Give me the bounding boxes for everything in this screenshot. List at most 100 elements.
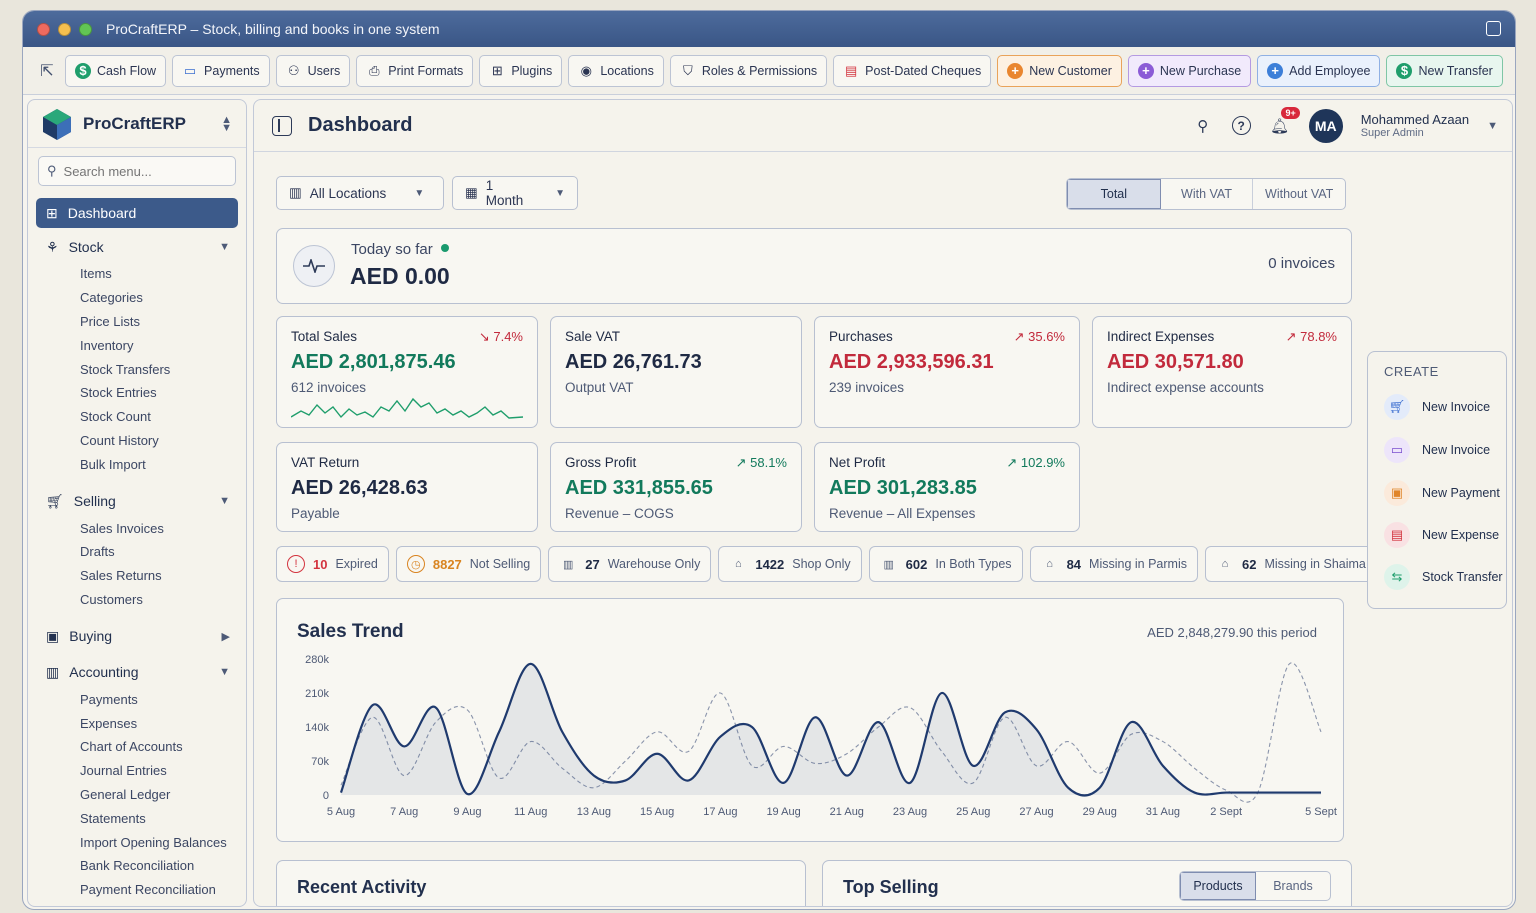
vat-mode-total[interactable]: Total [1067,179,1161,209]
user-info[interactable]: Mohammed Azaan Super Admin [1361,112,1469,139]
sidebar-subitem-stock-transfers[interactable]: Stock Transfers [80,361,171,377]
sidebar-toggle-icon[interactable] [272,115,292,136]
main-panel: Dashboard ⚲ ? 🔔︎ 9+ MA Mohammed Azaan Sup… [253,99,1513,907]
sidebar-nav: ⊞ Dashboard ⚘ Stock ▼ Items Categories Pric… [28,198,246,902]
card-value: AED 2,801,875.46 [291,351,456,373]
grid-icon: ⊞ [46,204,58,221]
sidebar-subitem-price-lists[interactable]: Price Lists [80,313,140,329]
card-label: VAT Return [291,455,360,470]
sidebar-subitem-import-opening-balances[interactable]: Import Opening Balances [80,834,227,850]
avatar[interactable]: MA [1308,108,1343,143]
card-sub: 612 invoices [291,380,367,395]
x-tick-label: 5 Aug [327,806,355,818]
toolbar-payments-button[interactable]: ▭ Payments [172,54,270,87]
sidebar-subitem-bulk-import[interactable]: Bulk Import [80,456,146,472]
purchases-card[interactable]: Purchases ↗ 35.6% AED 2,933,596.31 239 i… [814,316,1080,428]
create-new-payment-button[interactable]: ▣ New Payment [1384,480,1500,506]
maximize-window-button[interactable] [79,22,92,36]
chip-missing-shaima[interactable]: ⌂ 62 Missing in Shaima [1204,546,1377,582]
cart-icon: 🛒︎ [46,492,64,509]
create-new-invoice-2-button[interactable]: ▭ New Invoice [1384,437,1490,463]
toolbar-locations-button[interactable]: ◉ Locations [568,54,664,87]
sidebar-item-accounting[interactable]: ▥ Accounting ▼ [46,663,230,681]
top-selling-card: Top Selling Products Brands [822,860,1352,906]
sidebar-subitem-count-history[interactable]: Count History [80,432,159,448]
indirect-expenses-card[interactable]: Indirect Expenses ↗ 78.8% AED 30,571.80 … [1092,316,1352,428]
toolbar-new-customer-button[interactable]: + New Customer [997,54,1122,87]
today-card: Today so far AED 0.00 0 invoices [276,228,1352,304]
chevron-down-icon[interactable]: ▼ [1487,119,1498,132]
sidebar-subitem-general-ledger[interactable]: General Ledger [80,786,171,802]
location-select[interactable]: ▥ All Locations ▼ [276,176,444,210]
dollar-icon: $ [75,62,91,79]
sidebar-subitem-chart-of-accounts[interactable]: Chart of Accounts [80,739,183,755]
chip-warehouse-only[interactable]: ▥ 27 Warehouse Only [548,546,712,582]
sidebar-subitem-payment-reconciliation[interactable]: Payment Reconciliation [80,882,216,898]
chip-missing-parmis[interactable]: ⌂ 84 Missing in Parmis [1029,546,1198,582]
tab-brands[interactable]: Brands [1273,879,1313,893]
x-tick-label: 9 Aug [453,806,481,818]
chip-not-selling[interactable]: ◷ 8827 Not Selling [395,546,542,582]
create-stock-transfer-button[interactable]: ⇆ Stock Transfer [1384,564,1503,590]
chevron-down-icon: ▼ [219,666,230,679]
card-sub: Payable [291,506,340,521]
sidebar-subitem-stock-entries[interactable]: Stock Entries [80,385,157,401]
gross-profit-card[interactable]: Gross Profit ↗ 58.1% AED 331,855.65 Reve… [550,442,802,532]
chip-shop-only[interactable]: ⌂ 1422 Shop Only [718,546,862,582]
toolbar-new-transfer-button[interactable]: $ New Transfer [1386,54,1503,87]
card-value: AED 26,428.63 [291,477,428,499]
period-select[interactable]: ▦ 1 Month ▼ [452,176,578,210]
toolbar-cash-flow-button[interactable]: $ Cash Flow [65,54,167,87]
bell-icon[interactable]: 🔔︎ 9+ [1269,106,1300,137]
sidebar-subitem-items[interactable]: Items [80,266,112,282]
sidebar-subitem-categories[interactable]: Categories [80,290,143,306]
restore-icon[interactable] [1486,21,1501,36]
sidebar-subitem-payments[interactable]: Payments [80,691,138,707]
search-icon[interactable]: ⚲ [1197,117,1209,135]
sidebar-subitem-bank-reconciliation[interactable]: Bank Reconciliation [80,858,195,874]
toolbar-new-purchase-button[interactable]: + New Purchase [1127,54,1252,87]
tab-products[interactable]: Products [1180,872,1256,900]
vat-mode-without-vat[interactable]: Without VAT [1265,187,1334,201]
sidebar-subitem-sales-returns[interactable]: Sales Returns [80,568,162,584]
recent-activity-card: Recent Activity [276,860,806,906]
brand-switcher[interactable]: ProCraftERP ▲ ▼ [28,100,246,148]
sidebar-subitem-statements[interactable]: Statements [80,810,146,826]
help-icon[interactable]: ? [1231,116,1251,135]
sidebar-item-dashboard[interactable]: ⊞ Dashboard [36,198,238,228]
chip-expired[interactable]: ! 10 Expired [276,546,389,582]
create-new-invoice-button[interactable]: 🛒︎ New Invoice [1384,394,1490,420]
total-sales-card[interactable]: Total Sales ↘ 7.4% AED 2,801,875.46 612 … [276,316,538,428]
sidebar-item-stock[interactable]: ⚘ Stock ▼ [46,238,230,256]
back-arrow-icon[interactable]: ⇱ [40,62,54,80]
clock-icon: ◷ [406,555,425,573]
toolbar-cheques-button[interactable]: ▤ Post-Dated Cheques [833,54,992,87]
toolbar-users-button[interactable]: ⚇ Users [275,54,351,87]
chip-both-types[interactable]: ▥ 602 In Both Types [868,546,1023,582]
x-tick-label: 11 Aug [514,806,547,818]
close-window-button[interactable] [37,22,50,36]
toolbar-roles-button[interactable]: ⛉ Roles & Permissions [669,54,828,87]
toolbar-print-formats-button[interactable]: ⎙ Print Formats [356,54,474,87]
sidebar-subitem-sales-invoices[interactable]: Sales Invoices [80,520,164,536]
net-profit-card[interactable]: Net Profit ↗ 102.9% AED 301,283.85 Reven… [814,442,1080,532]
sidebar-subitem-expenses[interactable]: Expenses [80,715,138,731]
create-new-expense-button[interactable]: ▤ New Expense [1384,522,1499,548]
sidebar-subitem-drafts[interactable]: Drafts [80,544,115,560]
warehouse-icon: ▥ [563,558,574,571]
minimize-window-button[interactable] [58,22,71,36]
x-tick-label: 29 Aug [1083,806,1117,818]
toolbar-plugins-button[interactable]: ⊞ Plugins [479,54,563,87]
menu-search-input[interactable] [63,163,224,179]
vat-return-card[interactable]: VAT Return AED 26,428.63 Payable [276,442,538,532]
sidebar-subitem-customers[interactable]: Customers [80,591,143,607]
vat-mode-with-vat[interactable]: With VAT [1161,179,1254,209]
menu-search[interactable]: ⚲ [38,156,236,186]
toolbar-add-employee-button[interactable]: + Add Employee [1257,54,1381,87]
sidebar-item-selling[interactable]: 🛒︎ Selling ▼ [46,492,230,510]
sidebar-subitem-stock-count[interactable]: Stock Count [80,409,151,425]
sidebar-item-buying[interactable]: ▣ Buying ▶ [46,627,230,645]
sale-vat-card[interactable]: Sale VAT AED 26,761.73 Output VAT [550,316,802,428]
sidebar-subitem-inventory[interactable]: Inventory [80,337,134,353]
sidebar-subitem-journal-entries[interactable]: Journal Entries [80,763,167,779]
